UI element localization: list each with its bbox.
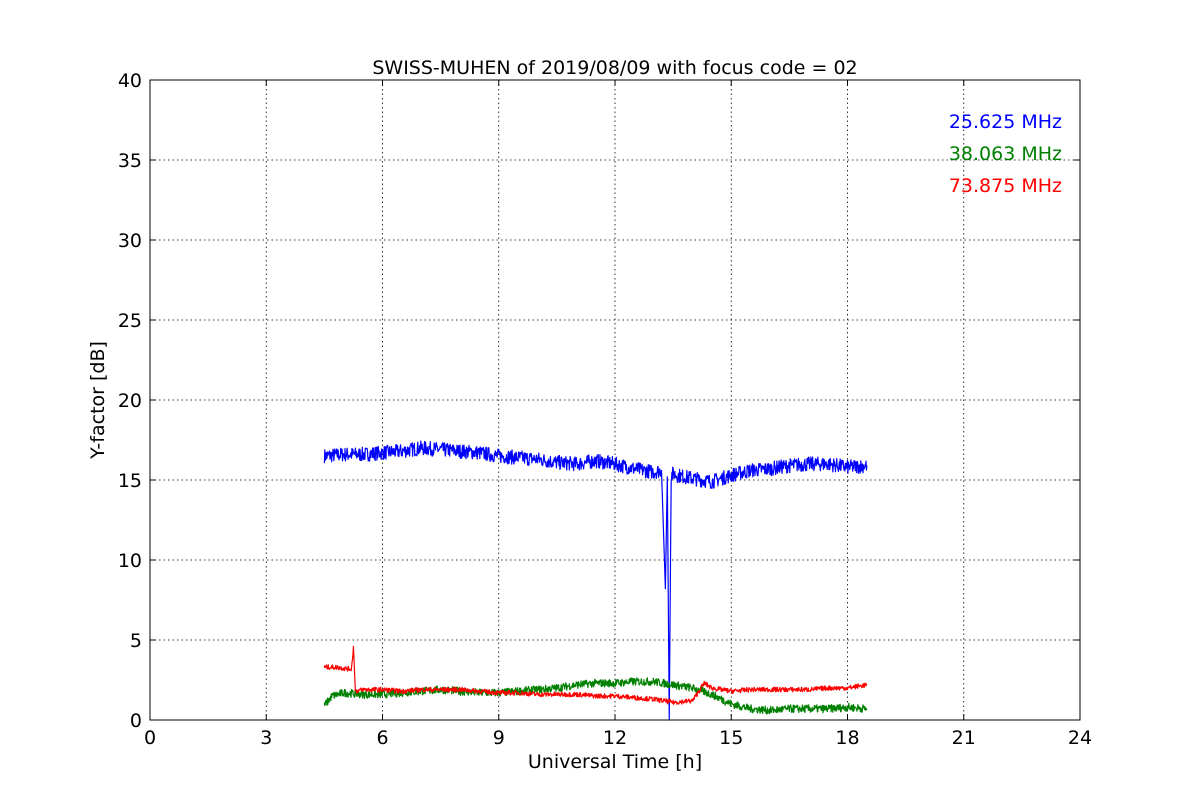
legend-entry-1: 25.625 MHz xyxy=(949,111,1062,133)
x-tick-label: 3 xyxy=(260,727,272,749)
y-tick-label: 30 xyxy=(118,230,142,252)
x-tick-label: 12 xyxy=(603,727,627,749)
x-axis-label: Universal Time [h] xyxy=(528,751,702,773)
y-tick-label: 5 xyxy=(130,630,142,652)
y-tick-label: 35 xyxy=(118,150,142,172)
y-tick-label: 40 xyxy=(118,70,142,92)
x-tick-label: 18 xyxy=(835,727,859,749)
x-tick-label: 0 xyxy=(144,727,156,749)
x-tick-label: 9 xyxy=(493,727,505,749)
series-line-3 xyxy=(323,645,868,705)
legend: 25.625 MHz 38.063 MHz 73.875 MHz xyxy=(949,111,1062,197)
y-tick-label: 15 xyxy=(118,470,142,492)
x-tick-label: 6 xyxy=(376,727,388,749)
y-tick-label: 20 xyxy=(118,390,142,412)
y-axis-label: Y-factor [dB] xyxy=(87,341,109,460)
series-layer xyxy=(323,440,868,721)
series-line-1 xyxy=(323,440,868,721)
series-line-2 xyxy=(323,677,868,715)
x-tick-label: 15 xyxy=(719,727,743,749)
y-tick-label: 0 xyxy=(130,710,142,732)
x-tick-label: 24 xyxy=(1068,727,1092,749)
x-tick-label: 21 xyxy=(952,727,976,749)
y-tick-label: 10 xyxy=(118,550,142,572)
legend-entry-2: 38.063 MHz xyxy=(949,143,1062,165)
legend-entry-3: 73.875 MHz xyxy=(949,175,1062,197)
y-tick-label: 25 xyxy=(118,310,142,332)
tick-layer: 0 3 6 9 12 15 18 21 24 0 5 10 15 20 25 30 35 40 xyxy=(118,70,1092,749)
chart-title: SWISS-MUHEN of 2019/08/09 with focus cod… xyxy=(372,57,857,79)
